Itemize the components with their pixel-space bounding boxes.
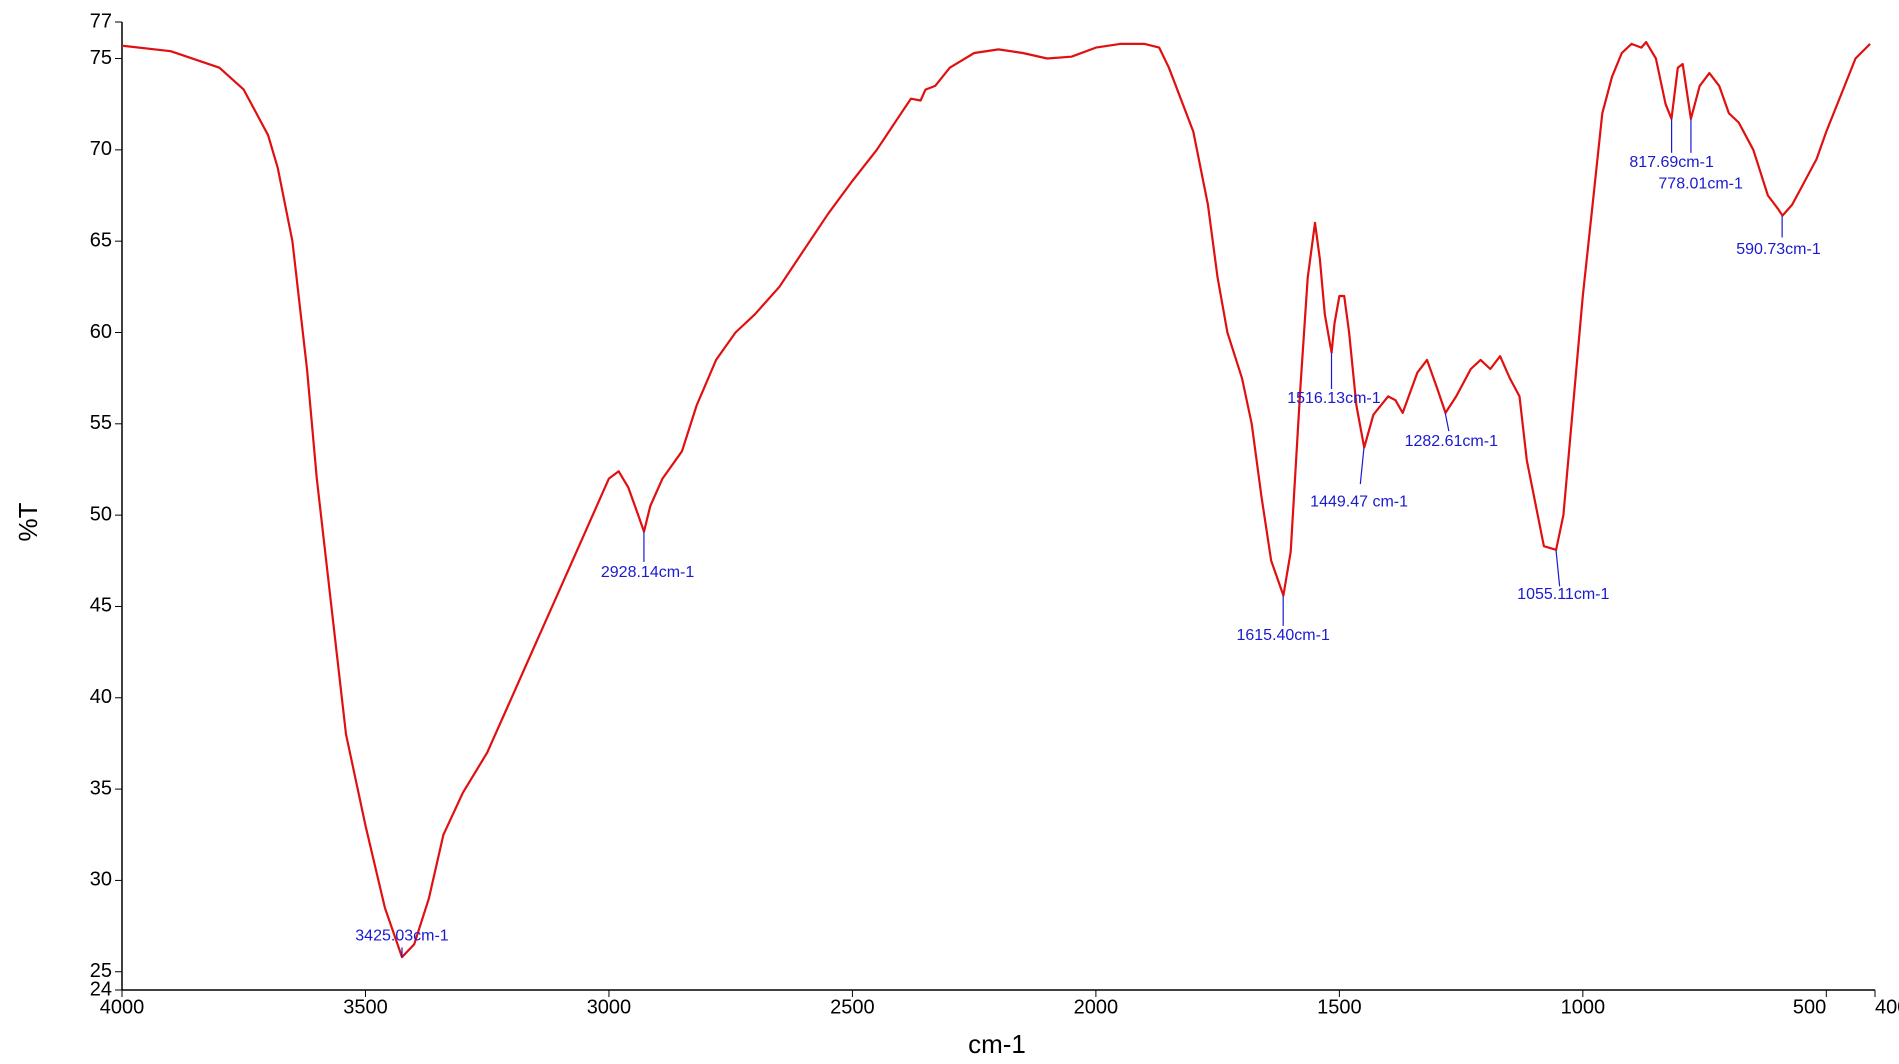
x-tick-label: 3500 xyxy=(343,996,388,1018)
x-tick-label: 1500 xyxy=(1317,996,1362,1018)
peak-label: 817.69cm-1 xyxy=(1629,154,1714,171)
y-tick-label: 25 xyxy=(90,960,112,982)
peak-leader xyxy=(1555,549,1561,587)
peak-label: 590.73cm-1 xyxy=(1736,241,1821,258)
peak-leader xyxy=(1444,412,1450,432)
peak-label: 1615.40cm-1 xyxy=(1236,627,1329,644)
peak-label: 2928.14cm-1 xyxy=(601,564,694,581)
spectrum-line xyxy=(121,41,1871,959)
x-tick-label: 4000 xyxy=(100,996,145,1018)
y-tick-label: 40 xyxy=(90,686,112,708)
x-tick-label: 400 xyxy=(1875,996,1899,1018)
y-tick-label: 55 xyxy=(90,412,112,434)
y-tick-label: 35 xyxy=(90,777,112,799)
y-tick-label: 24 xyxy=(90,978,112,1000)
y-tick-label: 75 xyxy=(90,47,112,69)
peak-label: 1282.61cm-1 xyxy=(1405,433,1498,450)
peak-label: 1055.11cm-1 xyxy=(1517,586,1609,603)
peak-leader xyxy=(1359,447,1365,485)
y-tick-label: 50 xyxy=(90,503,112,525)
x-tick-label: 500 xyxy=(1793,996,1826,1018)
x-tick-label: 1000 xyxy=(1561,996,1606,1018)
y-tick-label: 45 xyxy=(90,595,112,617)
y-tick-label: 30 xyxy=(90,869,112,891)
y-tick-label: 65 xyxy=(90,229,112,251)
peak-label: 3425.03cm-1 xyxy=(355,928,448,945)
x-tick-label: 3000 xyxy=(587,996,632,1018)
peak-label: 1449.47 cm-1 xyxy=(1310,493,1408,510)
x-tick-label: 2000 xyxy=(1074,996,1119,1018)
peak-label: 1516.13cm-1 xyxy=(1287,390,1380,407)
y-tick-label: 60 xyxy=(90,321,112,343)
y-axis-label: %T xyxy=(13,502,43,541)
peak-label: 778.01cm-1 xyxy=(1658,176,1743,193)
y-tick-label: 70 xyxy=(90,138,112,160)
y-tick-label: 77 xyxy=(90,10,112,32)
x-axis-label: cm-1 xyxy=(968,1029,1026,1059)
x-tick-label: 2500 xyxy=(830,996,875,1018)
